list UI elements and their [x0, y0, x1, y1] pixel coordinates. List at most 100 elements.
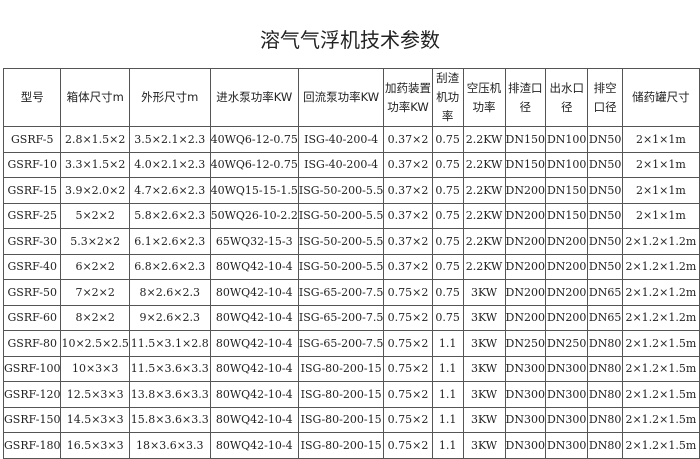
table-cell: GSRF-5: [2, 126, 62, 153]
table-cell: 6.8×2.6×2.3: [128, 253, 211, 280]
column-header: 进水泵功率KW: [209, 68, 299, 127]
table-cell: 80WQ42-10-4: [209, 253, 299, 280]
table-cell: 11.5×3.6×3.3: [128, 355, 211, 382]
table-row: GSRF-50 7×2×2 8×2.6×2.3 80WQ42-10-4 ISG-65-2…: [2, 279, 700, 306]
table-cell: ISG-40-200-4: [297, 151, 385, 178]
table-cell: ISG-65-200-7.5: [297, 304, 385, 331]
column-header: 储药罐尺寸: [621, 68, 700, 127]
table-cell: 1.1: [431, 406, 464, 433]
table-cell: 0.37×2: [383, 202, 433, 229]
table-cell: 2.2KW: [462, 253, 506, 280]
table-cell: DN300: [504, 406, 546, 433]
table-cell: DN250: [504, 330, 546, 357]
table-cell: ISG-65-200-7.5: [297, 279, 385, 306]
table-cell: 0.75×2: [383, 432, 433, 459]
table-row: GSRF-40 6×2×2 6.8×2.6×2.3 80WQ42-10-4 ISG-50…: [2, 253, 700, 280]
table-cell: DN300: [544, 355, 589, 382]
column-header: 出水口径: [544, 68, 589, 127]
table-cell: ISG-80-200-15: [297, 381, 385, 408]
table-cell: GSRF-100: [2, 355, 62, 382]
table-cell: 18×3.6×3.3: [128, 432, 211, 459]
table-row: GSRF-120 12.5×3×3 13.8×3.6×3.3 80WQ42-10-4 I…: [2, 381, 700, 408]
table-cell: 80WQ42-10-4: [209, 406, 299, 433]
table-cell: 2×1.2×1.2m: [621, 228, 700, 255]
table-cell: 2×1.2×1.2m: [621, 279, 700, 306]
table-row: GSRF-100 10×3×3 11.5×3.6×3.3 80WQ42-10-4 ISG…: [2, 355, 700, 382]
table-cell: DN300: [544, 381, 589, 408]
table-cell: 11.5×3.1×2.8: [128, 330, 211, 357]
table-cell: 0.75: [431, 202, 464, 229]
table-cell: 4.0×2.1×2.3: [128, 151, 211, 178]
table-cell: GSRF-15: [2, 177, 62, 204]
table-cell: 2.2KW: [462, 151, 506, 178]
table-cell: 50WQ26-10-2.2: [209, 202, 299, 229]
table-cell: ISG-50-200-5.5: [297, 202, 385, 229]
table-cell: 2.2KW: [462, 126, 506, 153]
table-cell: DN300: [504, 355, 546, 382]
column-header: 空压机功率: [462, 68, 506, 127]
table-cell: 0.75: [431, 151, 464, 178]
table-cell: 40WQ15-15-1.5: [209, 177, 299, 204]
table-cell: GSRF-180: [2, 432, 62, 459]
table-cell: ISG-80-200-15: [297, 432, 385, 459]
table-row: GSRF-25 5×2×2 5.8×2.6×2.3 50WQ26-10-2.2 ISG-…: [2, 202, 700, 229]
table-cell: 4.7×2.6×2.3: [128, 177, 211, 204]
table-cell: DN150: [544, 177, 589, 204]
table-cell: DN200: [504, 253, 546, 280]
table-cell: 0.37×2: [383, 228, 433, 255]
table-cell: 10×3×3: [60, 355, 130, 382]
column-header: 刮渣机功率: [431, 68, 464, 127]
table-cell: DN50: [587, 228, 623, 255]
column-header: 加药装置功率KW: [383, 68, 433, 127]
table-cell: DN50: [587, 151, 623, 178]
table-cell: DN65: [587, 279, 623, 306]
table-cell: 6×2×2: [60, 253, 130, 280]
table-cell: ISG-80-200-15: [297, 355, 385, 382]
table-cell: 0.75×2: [383, 381, 433, 408]
table-cell: 12.5×3×3: [60, 381, 130, 408]
table-cell: DN200: [544, 279, 589, 306]
table-cell: DN200: [504, 304, 546, 331]
table-cell: 2.2KW: [462, 228, 506, 255]
table-cell: 80WQ42-10-4: [209, 304, 299, 331]
table-cell: 3KW: [462, 406, 506, 433]
table-cell: GSRF-150: [2, 406, 62, 433]
table-cell: 16.5×3×3: [60, 432, 130, 459]
table-cell: 3KW: [462, 304, 506, 331]
table-cell: 6.1×2.6×2.3: [128, 228, 211, 255]
table-cell: 2×1.2×1.2m: [621, 304, 700, 331]
table-cell: GSRF-120: [2, 381, 62, 408]
table-row: GSRF-80 10×2.5×2.5 11.5×3.1×2.8 80WQ42-10-4…: [2, 330, 700, 357]
table-cell: GSRF-60: [2, 304, 62, 331]
table-cell: DN300: [544, 432, 589, 459]
table-cell: 2×1.2×1.5m: [621, 330, 700, 357]
table-cell: DN100: [544, 151, 589, 178]
table-cell: ISG-50-200-5.5: [297, 177, 385, 204]
table-cell: 0.37×2: [383, 151, 433, 178]
table-cell: DN150: [504, 126, 546, 153]
table-cell: DN50: [587, 253, 623, 280]
table-row: GSRF-60 8×2×2 9×2.6×2.3 80WQ42-10-4 ISG-65-2…: [2, 304, 700, 331]
table-cell: 0.75×2: [383, 330, 433, 357]
table-cell: GSRF-30: [2, 228, 62, 255]
table-cell: DN300: [544, 406, 589, 433]
table-cell: DN80: [587, 432, 623, 459]
table-cell: DN50: [587, 126, 623, 153]
table-cell: 0.37×2: [383, 126, 433, 153]
table-cell: 7×2×2: [60, 279, 130, 306]
column-header: 型号: [2, 68, 62, 127]
table-cell: 3KW: [462, 330, 506, 357]
column-header: 排空口径: [587, 68, 623, 127]
table-cell: DN200: [504, 202, 546, 229]
column-header: 回流泵功率KW: [297, 68, 385, 127]
table-cell: 5.8×2.6×2.3: [128, 202, 211, 229]
table-cell: ISG-40-200-4: [297, 126, 385, 153]
table-cell: 80WQ42-10-4: [209, 381, 299, 408]
table-cell: 2.2KW: [462, 177, 506, 204]
table-cell: ISG-50-200-5.5: [297, 228, 385, 255]
table-cell: 0.75×2: [383, 355, 433, 382]
table-cell: 80WQ42-10-4: [209, 279, 299, 306]
table-cell: 9×2.6×2.3: [128, 304, 211, 331]
table-cell: DN200: [504, 228, 546, 255]
table-cell: DN80: [587, 381, 623, 408]
